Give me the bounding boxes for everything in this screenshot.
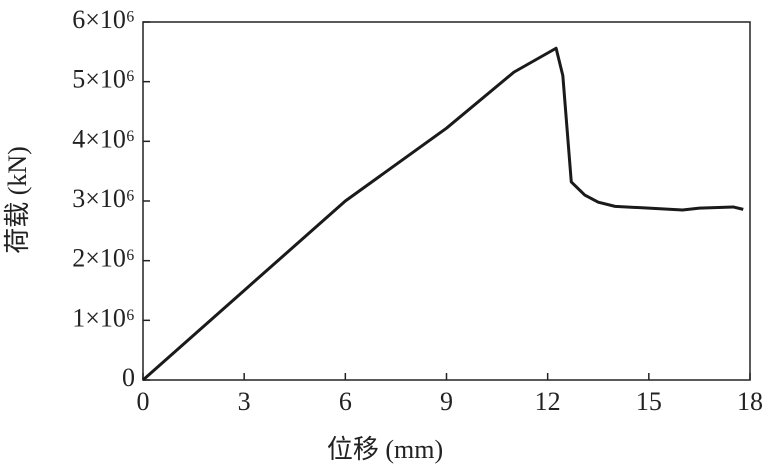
y-tick-label: 0 [122, 363, 135, 392]
x-tick-label: 6 [339, 387, 352, 416]
plot-frame [142, 21, 751, 381]
data-line [142, 46, 744, 382]
x-tick-label: 9 [440, 387, 453, 416]
x-tick-label: 0 [137, 387, 150, 416]
x-tick-label: 18 [737, 387, 763, 416]
x-axis-label: 位移 (mm) [327, 435, 443, 464]
y-tick-label: 5×10⁶ [72, 65, 135, 94]
x-tick-label: 15 [636, 387, 662, 416]
y-tick-label: 3×10⁶ [72, 184, 135, 213]
x-tick-label: 12 [535, 387, 561, 416]
y-tick-label: 2×10⁶ [72, 244, 135, 273]
y-axis-label: 荷载 (kN) [3, 146, 32, 254]
y-tick-label: 6×10⁶ [72, 5, 135, 34]
x-tick-label: 3 [238, 387, 251, 416]
y-tick-label: 1×10⁶ [72, 303, 135, 332]
y-tick-label: 4×10⁶ [72, 124, 135, 153]
